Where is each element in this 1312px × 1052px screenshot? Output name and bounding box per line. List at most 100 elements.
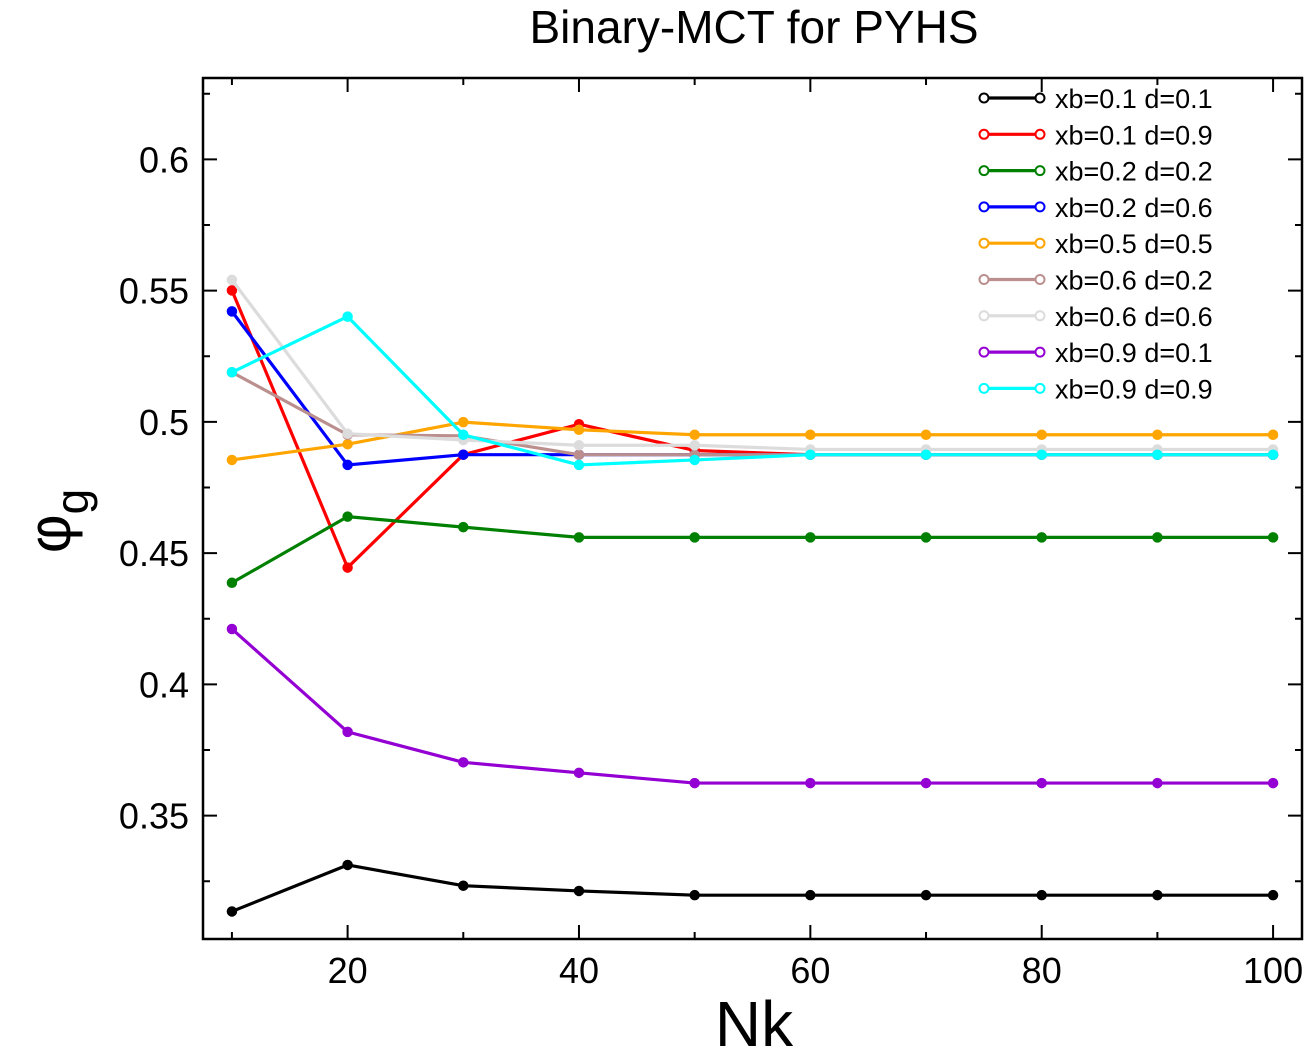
legend-marker	[1034, 346, 1046, 358]
legend-item: xb=0.1 d=0.1	[978, 84, 1213, 114]
data-point	[1036, 777, 1047, 789]
legend-item: xb=0.9 d=0.1	[978, 338, 1213, 368]
y-axis-symbol: φ	[16, 514, 83, 553]
data-point	[920, 532, 932, 543]
y-tick-label: 0.4	[139, 664, 189, 705]
legend-item: xb=0.1 d=0.9	[978, 120, 1213, 150]
svg-text:φg: φg	[16, 489, 98, 554]
series-layer	[226, 274, 1279, 917]
data-point	[226, 367, 238, 378]
data-point	[1267, 777, 1279, 789]
legend-marker	[1034, 165, 1046, 177]
data-point	[689, 777, 700, 789]
legend-marker	[978, 92, 990, 104]
y-tick-label: 0.55	[119, 271, 189, 312]
legend-item: xb=0.5 d=0.5	[978, 229, 1213, 259]
data-point	[458, 757, 469, 768]
data-point	[573, 439, 585, 451]
data-point	[342, 428, 353, 439]
legend-label: xb=0.1 d=0.9	[1055, 120, 1213, 150]
data-point	[1152, 449, 1163, 460]
data-point	[342, 726, 353, 738]
legend-marker	[1034, 92, 1046, 104]
data-point	[226, 577, 238, 589]
x-tick-label: 20	[328, 950, 368, 991]
data-point	[920, 429, 932, 440]
legend-marker	[1034, 128, 1046, 140]
data-point	[226, 306, 238, 317]
data-point	[226, 454, 238, 466]
legend-marker	[978, 201, 990, 213]
data-point	[920, 777, 932, 789]
series-line	[231, 863, 1274, 913]
data-point	[1036, 449, 1047, 460]
data-point	[805, 429, 816, 440]
data-point	[458, 416, 469, 428]
data-point	[573, 449, 585, 460]
data-point	[573, 767, 585, 779]
data-point	[689, 454, 700, 466]
series-line	[231, 315, 1274, 467]
x-tick-label: 80	[1022, 950, 1062, 991]
series-line	[230, 627, 1274, 785]
legend-label: xb=0.9 d=0.9	[1055, 374, 1213, 404]
y-axis-title: φg	[16, 489, 98, 554]
legend-marker	[978, 165, 990, 177]
data-point	[342, 311, 353, 322]
data-point	[458, 521, 469, 533]
legend-label: xb=0.2 d=0.2	[1055, 157, 1213, 187]
data-point	[458, 449, 469, 460]
data-point	[1267, 889, 1279, 901]
legend-marker	[1034, 382, 1046, 394]
x-tick-label: 40	[559, 950, 599, 991]
legend-marker	[1034, 310, 1046, 322]
legend-label: xb=0.6 d=0.2	[1055, 266, 1213, 296]
series-1	[226, 859, 1279, 917]
y-tick-label: 0.6	[139, 139, 189, 180]
data-point	[805, 889, 816, 901]
plot-frame	[201, 76, 1304, 941]
data-point	[805, 449, 816, 460]
legend-label: xb=0.5 d=0.5	[1055, 229, 1213, 259]
legend-marker	[978, 382, 990, 394]
series-line	[231, 515, 1274, 585]
data-point	[1036, 429, 1047, 440]
legend-label: xb=0.6 d=0.6	[1055, 302, 1213, 332]
series-3	[226, 511, 1279, 589]
y-tick-label: 0.35	[119, 796, 189, 837]
data-point	[1152, 532, 1163, 543]
series-9	[226, 311, 1279, 471]
data-point	[342, 511, 353, 522]
legend-marker	[978, 128, 990, 140]
data-point	[1152, 777, 1163, 789]
data-point	[1152, 889, 1163, 901]
legend-item: xb=0.2 d=0.2	[978, 157, 1213, 187]
x-tick-label: 100	[1243, 950, 1303, 991]
chart-title: Binary-MCT for PYHS	[529, 1, 978, 53]
data-point	[689, 532, 700, 543]
data-point	[226, 906, 238, 917]
y-axis-subscript: g	[46, 489, 98, 515]
legend-label: xb=0.1 d=0.1	[1055, 84, 1213, 114]
data-point	[805, 532, 816, 543]
data-point	[573, 459, 585, 471]
legend: xb=0.1 d=0.1 xb=0.1 d=0.9 xb=0.2 d=0.2 xb=0…	[978, 84, 1213, 404]
data-point	[920, 889, 932, 901]
legend-marker	[1034, 274, 1046, 285]
data-point	[1152, 429, 1163, 440]
legend-item: xb=0.6 d=0.2	[978, 266, 1213, 296]
data-point	[342, 459, 353, 471]
data-point	[573, 532, 585, 543]
data-point	[458, 880, 469, 891]
series-line	[230, 278, 1274, 452]
data-point	[805, 777, 816, 789]
data-point	[226, 274, 238, 286]
data-point	[458, 429, 469, 440]
legend-item: xb=0.9 d=0.9	[978, 374, 1213, 404]
data-point	[1267, 449, 1279, 460]
legend-marker	[978, 274, 990, 285]
series-8	[226, 623, 1279, 789]
legend-marker	[978, 310, 990, 322]
legend-label: xb=0.2 d=0.6	[1055, 193, 1213, 223]
